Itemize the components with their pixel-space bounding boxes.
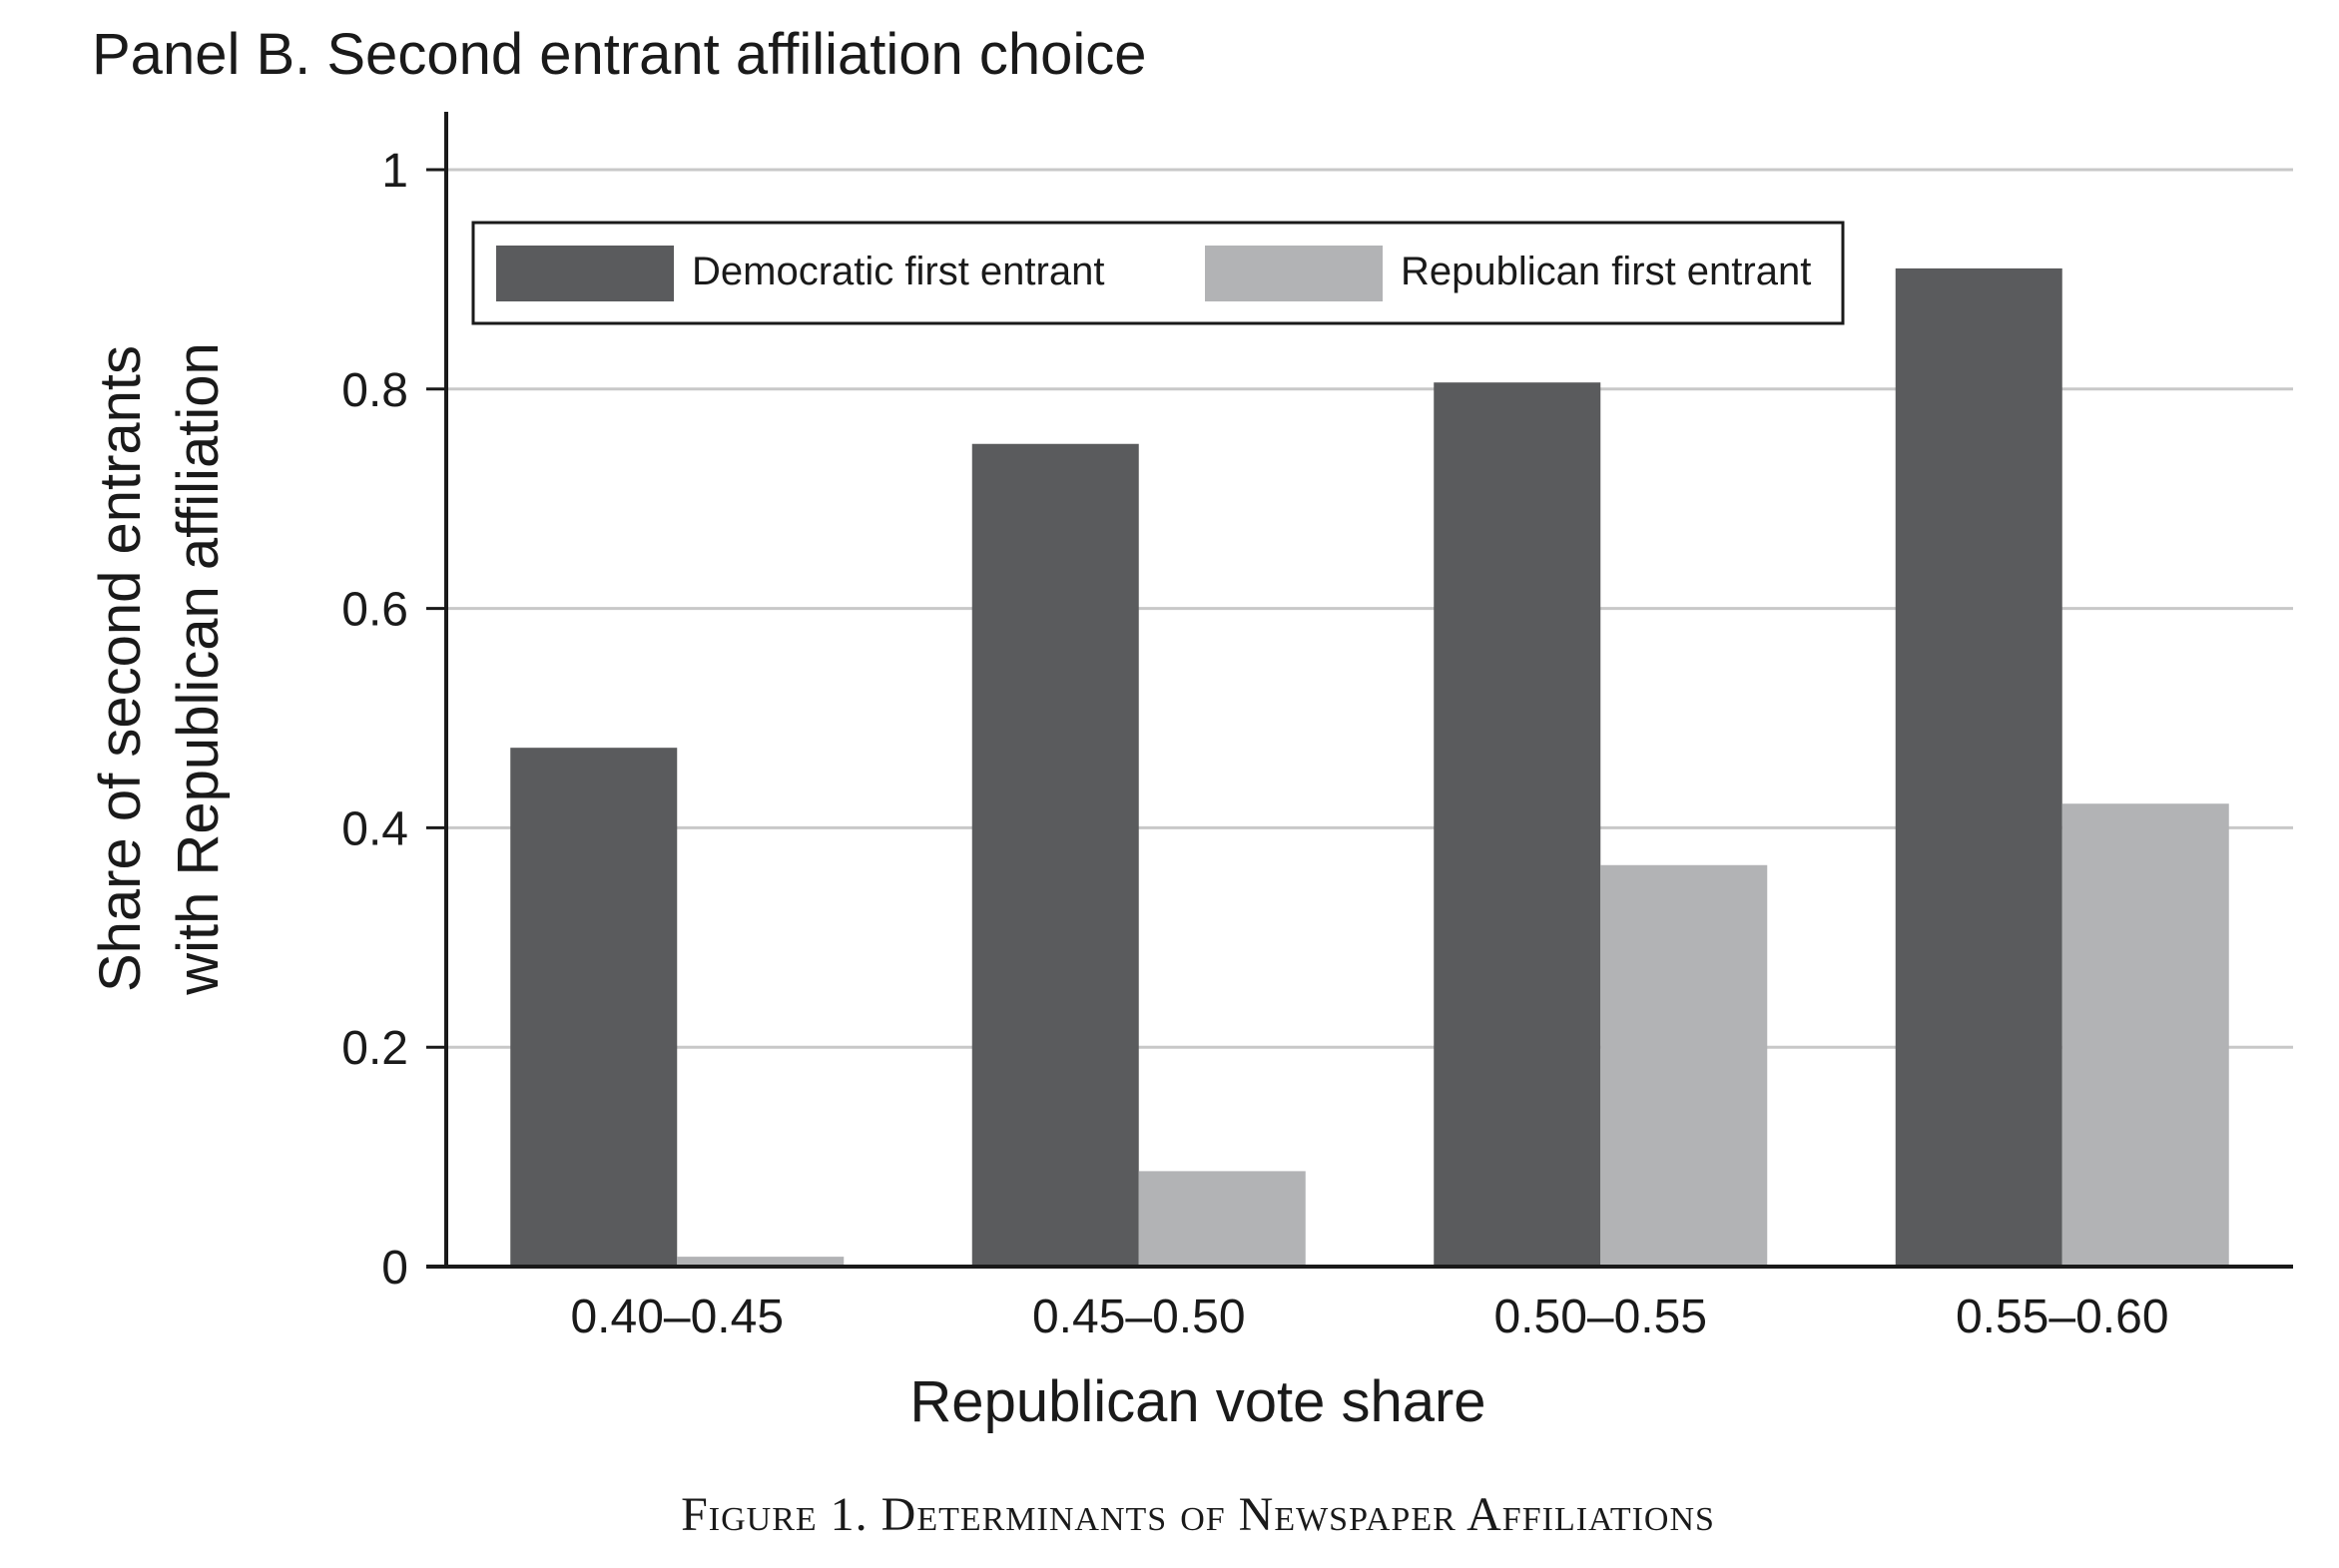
y-axis-label-line-1: Share of second entrants <box>88 345 153 992</box>
y-tick-label: 0.8 <box>341 364 408 417</box>
chart-title: Panel B. Second entrant affiliation choi… <box>92 22 1147 87</box>
y-tick-label: 0.4 <box>341 802 408 855</box>
y-tick-label: 0 <box>381 1242 408 1295</box>
bar-democratic <box>510 748 677 1267</box>
y-axis-label: Share of second entrants with Republican… <box>88 342 231 995</box>
x-tick-labels: 0.40–0.45 0.45–0.50 0.50–0.55 0.55–0.60 <box>570 1291 2168 1343</box>
x-axis-label: Republican vote share <box>909 1369 1485 1434</box>
legend: Democratic first entrant Republican firs… <box>473 223 1843 323</box>
y-tick-labels: 0 0.2 0.4 0.6 0.8 1 <box>341 145 408 1295</box>
bar-democratic <box>1896 268 2062 1267</box>
bar-republican <box>2062 803 2229 1267</box>
bar-republican <box>1600 865 1767 1267</box>
y-tick-label: 0.6 <box>341 584 408 637</box>
x-tick-label: 0.50–0.55 <box>1493 1291 1707 1343</box>
legend-swatch-democratic <box>496 246 674 301</box>
figure-caption: Figure 1. Determinants of Newspaper Affi… <box>0 1487 2339 1542</box>
x-tick-label: 0.55–0.60 <box>1956 1291 2169 1343</box>
y-tick-label: 1 <box>381 145 408 198</box>
legend-swatch-republican <box>1205 246 1383 301</box>
x-tick-label: 0.40–0.45 <box>570 1291 784 1343</box>
bars <box>510 268 2229 1267</box>
legend-label-democratic: Democratic first entrant <box>692 250 1104 293</box>
bar-republican <box>1139 1171 1306 1267</box>
legend-label-republican: Republican first entrant <box>1401 250 1811 293</box>
y-axis-label-line-2: with Republican affiliation <box>166 342 231 995</box>
bar-democratic <box>1434 382 1600 1267</box>
y-tick-label: 0.2 <box>341 1022 408 1075</box>
x-tick-label: 0.45–0.50 <box>1032 1291 1246 1343</box>
bar-democratic <box>972 444 1139 1267</box>
